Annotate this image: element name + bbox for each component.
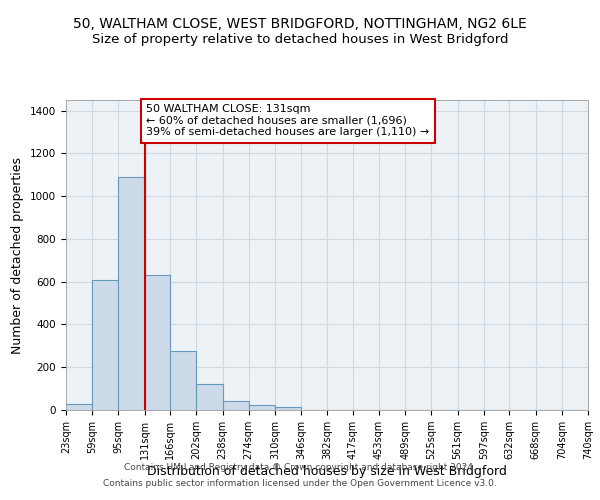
Text: Size of property relative to detached houses in West Bridgford: Size of property relative to detached ho… xyxy=(92,32,508,46)
Bar xyxy=(275,407,301,410)
Bar xyxy=(223,402,249,410)
Bar xyxy=(66,404,92,410)
Y-axis label: Number of detached properties: Number of detached properties xyxy=(11,156,25,354)
Bar xyxy=(249,406,275,410)
X-axis label: Distribution of detached houses by size in West Bridgford: Distribution of detached houses by size … xyxy=(147,465,507,478)
Text: 50, WALTHAM CLOSE, WEST BRIDGFORD, NOTTINGHAM, NG2 6LE: 50, WALTHAM CLOSE, WEST BRIDGFORD, NOTTI… xyxy=(73,18,527,32)
Text: Contains HM Land Registry data © Crown copyright and database right 2024.: Contains HM Land Registry data © Crown c… xyxy=(124,464,476,472)
Bar xyxy=(118,177,145,410)
Text: 50 WALTHAM CLOSE: 131sqm
← 60% of detached houses are smaller (1,696)
39% of sem: 50 WALTHAM CLOSE: 131sqm ← 60% of detach… xyxy=(146,104,430,138)
Bar xyxy=(196,384,223,410)
Text: Contains public sector information licensed under the Open Government Licence v3: Contains public sector information licen… xyxy=(103,478,497,488)
Bar xyxy=(170,351,196,410)
Bar xyxy=(92,280,118,410)
Bar xyxy=(145,276,170,410)
